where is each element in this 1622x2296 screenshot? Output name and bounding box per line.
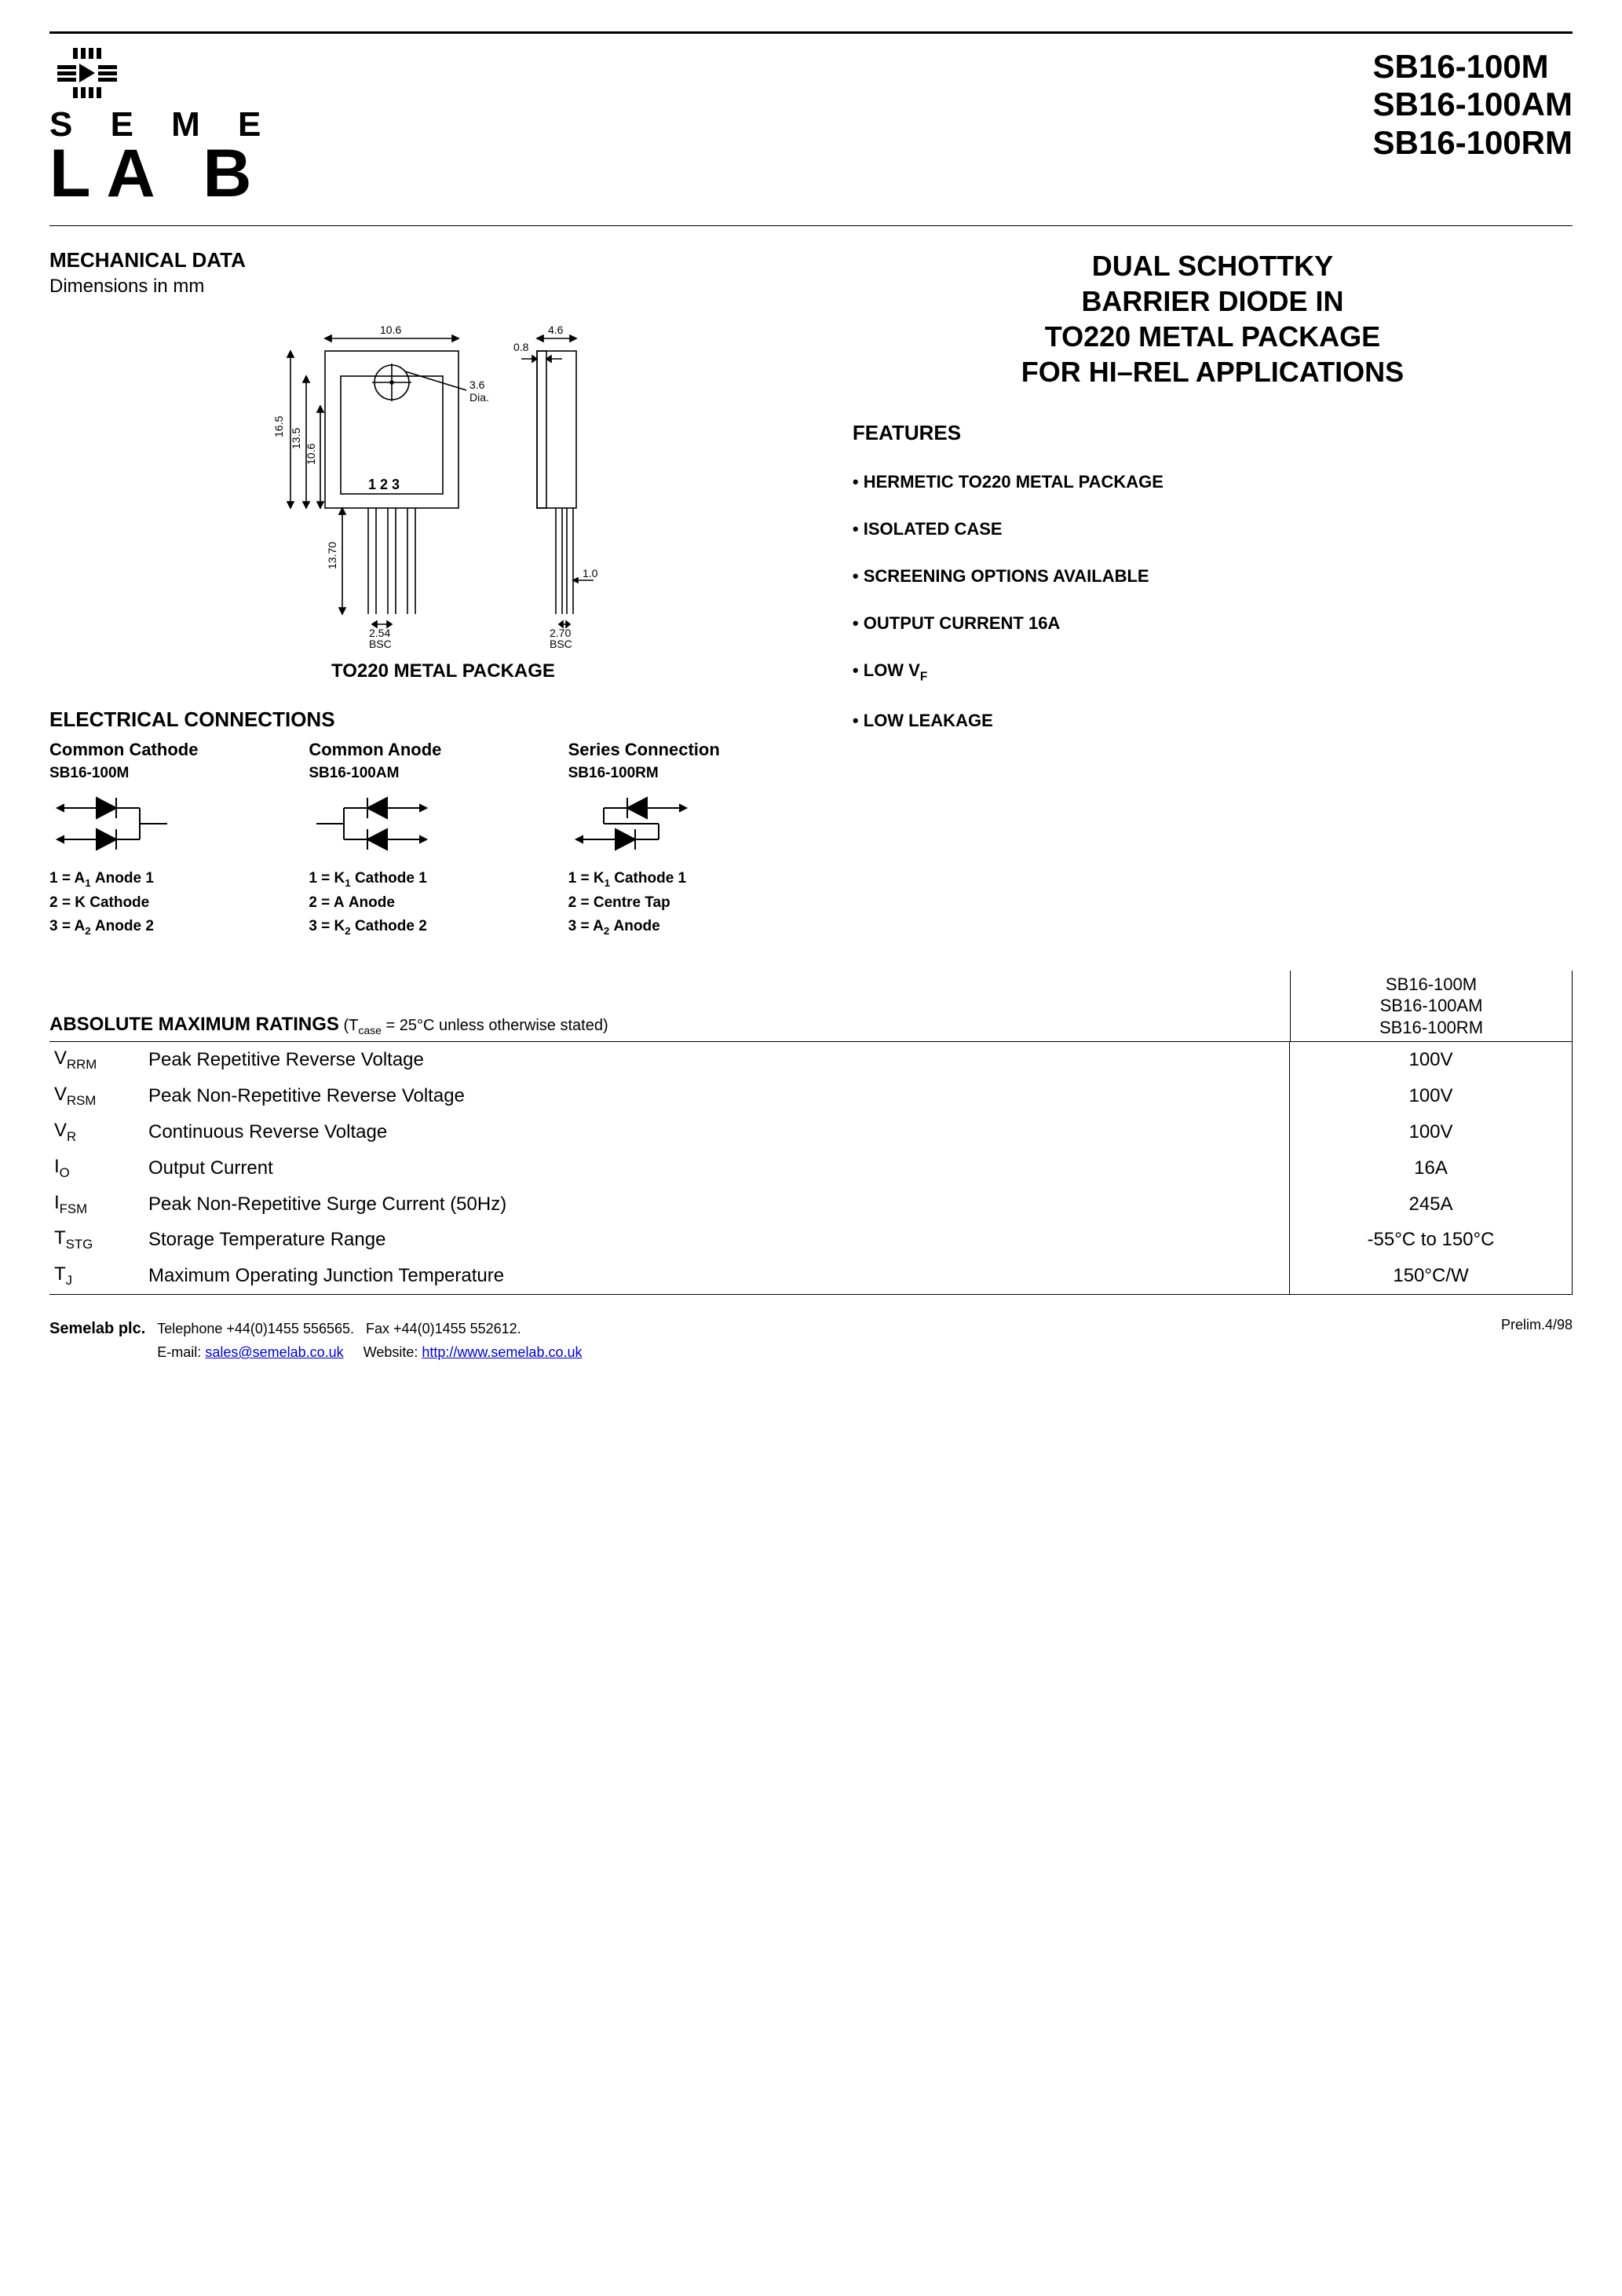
footer-fax: Fax +44(0)1455 552612. <box>366 1321 521 1336</box>
package-label: TO220 METAL PACKAGE <box>81 660 806 682</box>
connection-pins: 1 = A1 Anode 12 = K Cathode3 = A2 Anode … <box>49 867 287 939</box>
rating-value: 100V <box>1290 1078 1573 1114</box>
connection-pins: 1 = K1 Cathode 12 = A Anode3 = K2 Cathod… <box>309 867 546 939</box>
table-row: TJMaximum Operating Junction Temperature… <box>49 1258 1573 1294</box>
rating-symbol: IO <box>49 1150 144 1186</box>
connection-column: Series Connection SB16-100RM 1 = K1 Catho… <box>568 740 806 939</box>
package-drawing: 10.6 16.5 13.5 10.6 3.6 Dia. 13.70 <box>223 304 631 649</box>
rating-value: -55°C to 150°C <box>1290 1222 1573 1258</box>
footer-company: Semelab plc. <box>49 1320 145 1337</box>
svg-text:13.5: 13.5 <box>290 427 302 448</box>
footer-email-link[interactable]: sales@semelab.co.uk <box>205 1344 343 1360</box>
features-heading: FEATURES <box>853 421 1573 445</box>
rating-desc: Storage Temperature Range <box>144 1222 1290 1258</box>
part-number: SB16-100M <box>1373 48 1573 86</box>
footer: Semelab plc. Telephone +44(0)1455 556565… <box>49 1317 1573 1364</box>
ratings-table: VRRMPeak Repetitive Reverse Voltage100VV… <box>49 1042 1573 1294</box>
ratings-block: ABSOLUTE MAXIMUM RATINGS (Tcase = 25°C u… <box>49 971 1573 1295</box>
table-row: VRSMPeak Non-Repetitive Reverse Voltage1… <box>49 1078 1573 1114</box>
rating-value: 245A <box>1290 1186 1573 1223</box>
electrical-heading: ELECTRICAL CONNECTIONS <box>49 707 806 732</box>
logo-mark-icon <box>49 48 136 104</box>
part-number: SB16-100AM <box>1373 86 1573 123</box>
table-row: VRRMPeak Repetitive Reverse Voltage100V <box>49 1042 1573 1078</box>
logo: S E M E LA B <box>49 48 275 207</box>
rating-symbol: VRRM <box>49 1042 144 1078</box>
svg-text:13.70: 13.70 <box>326 541 338 569</box>
connection-title: Common Cathode <box>49 740 287 760</box>
table-row: VRContinuous Reverse Voltage100V <box>49 1114 1573 1150</box>
part-number: SB16-100RM <box>1373 124 1573 162</box>
feature-item: SCREENING OPTIONS AVAILABLE <box>853 566 1573 587</box>
rating-symbol: VRSM <box>49 1078 144 1114</box>
feature-item: LOW LEAKAGE <box>853 711 1573 731</box>
table-row: IOOutput Current16A <box>49 1150 1573 1186</box>
table-row: TSTGStorage Temperature Range-55°C to 15… <box>49 1222 1573 1258</box>
footer-tel: Telephone +44(0)1455 556565. <box>157 1321 354 1336</box>
connection-title: Series Connection <box>568 740 806 760</box>
svg-text:BSC: BSC <box>369 638 392 649</box>
header: S E M E LA B SB16-100M SB16-100AM SB16-1… <box>49 34 1573 225</box>
connection-column: Common Anode SB16-100AM 1 = K1 Cathode 12… <box>309 740 546 939</box>
schematic-icon <box>568 788 806 859</box>
svg-text:BSC: BSC <box>550 638 572 649</box>
dimensions-note: Dimensions in mm <box>49 276 806 298</box>
table-row: IFSMPeak Non-Repetitive Surge Current (5… <box>49 1186 1573 1223</box>
rating-value: 16A <box>1290 1150 1573 1186</box>
rating-desc: Output Current <box>144 1150 1290 1186</box>
svg-text:10.6: 10.6 <box>380 324 401 336</box>
svg-text:1.0: 1.0 <box>583 567 598 579</box>
feature-item: OUTPUT CURRENT 16A <box>853 613 1573 634</box>
rating-value: 150°C/W <box>1290 1258 1573 1294</box>
mechanical-heading: MECHANICAL DATA <box>49 248 806 272</box>
header-rule <box>49 225 1573 226</box>
svg-text:16.5: 16.5 <box>272 415 285 437</box>
ratings-condition: (Tcase = 25°C unless otherwise stated) <box>343 1017 608 1034</box>
connection-part: SB16-100M <box>49 765 287 782</box>
rating-symbol: TJ <box>49 1258 144 1294</box>
rating-value: 100V <box>1290 1042 1573 1078</box>
schematic-icon <box>309 788 546 859</box>
footer-rev: Prelim.4/98 <box>1501 1317 1573 1364</box>
rating-symbol: VR <box>49 1114 144 1150</box>
connection-column: Common Cathode SB16-100M 1 = A1 Anode 12 … <box>49 740 287 939</box>
schematic-icon <box>49 788 287 859</box>
feature-item: LOW VF <box>853 660 1573 684</box>
connection-part: SB16-100AM <box>309 765 546 782</box>
rating-desc: Peak Repetitive Reverse Voltage <box>144 1042 1290 1078</box>
ratings-column-header: SB16-100M SB16-100AM SB16-100RM <box>1290 971 1573 1042</box>
connection-grid: Common Cathode SB16-100M 1 = A1 Anode 12 … <box>49 740 806 939</box>
rating-symbol: IFSM <box>49 1186 144 1223</box>
feature-item: HERMETIC TO220 METAL PACKAGE <box>853 472 1573 492</box>
rating-desc: Maximum Operating Junction Temperature <box>144 1258 1290 1294</box>
rating-value: 100V <box>1290 1114 1573 1150</box>
svg-text:10.6: 10.6 <box>305 443 317 464</box>
part-number-list: SB16-100M SB16-100AM SB16-100RM <box>1373 48 1573 162</box>
connection-title: Common Anode <box>309 740 546 760</box>
svg-text:Dia.: Dia. <box>469 391 489 404</box>
svg-text:0.8: 0.8 <box>513 341 529 353</box>
svg-text:3.6: 3.6 <box>469 378 485 391</box>
main-title: DUAL SCHOTTKY BARRIER DIODE IN TO220 MET… <box>853 248 1573 389</box>
rating-desc: Continuous Reverse Voltage <box>144 1114 1290 1150</box>
feature-item: ISOLATED CASE <box>853 519 1573 539</box>
logo-text-lab: LA B <box>49 142 275 207</box>
features-list: HERMETIC TO220 METAL PACKAGE ISOLATED CA… <box>853 472 1573 731</box>
rating-desc: Peak Non-Repetitive Reverse Voltage <box>144 1078 1290 1114</box>
connection-pins: 1 = K1 Cathode 12 = Centre Tap3 = A2 Ano… <box>568 867 806 939</box>
connection-part: SB16-100RM <box>568 765 806 782</box>
svg-text:4.6: 4.6 <box>548 324 564 336</box>
ratings-title: ABSOLUTE MAXIMUM RATINGS <box>49 1014 339 1035</box>
svg-text:1 2 3: 1 2 3 <box>368 477 400 492</box>
rating-symbol: TSTG <box>49 1222 144 1258</box>
footer-web-link[interactable]: http://www.semelab.co.uk <box>422 1344 582 1360</box>
rating-desc: Peak Non-Repetitive Surge Current (50Hz) <box>144 1186 1290 1223</box>
